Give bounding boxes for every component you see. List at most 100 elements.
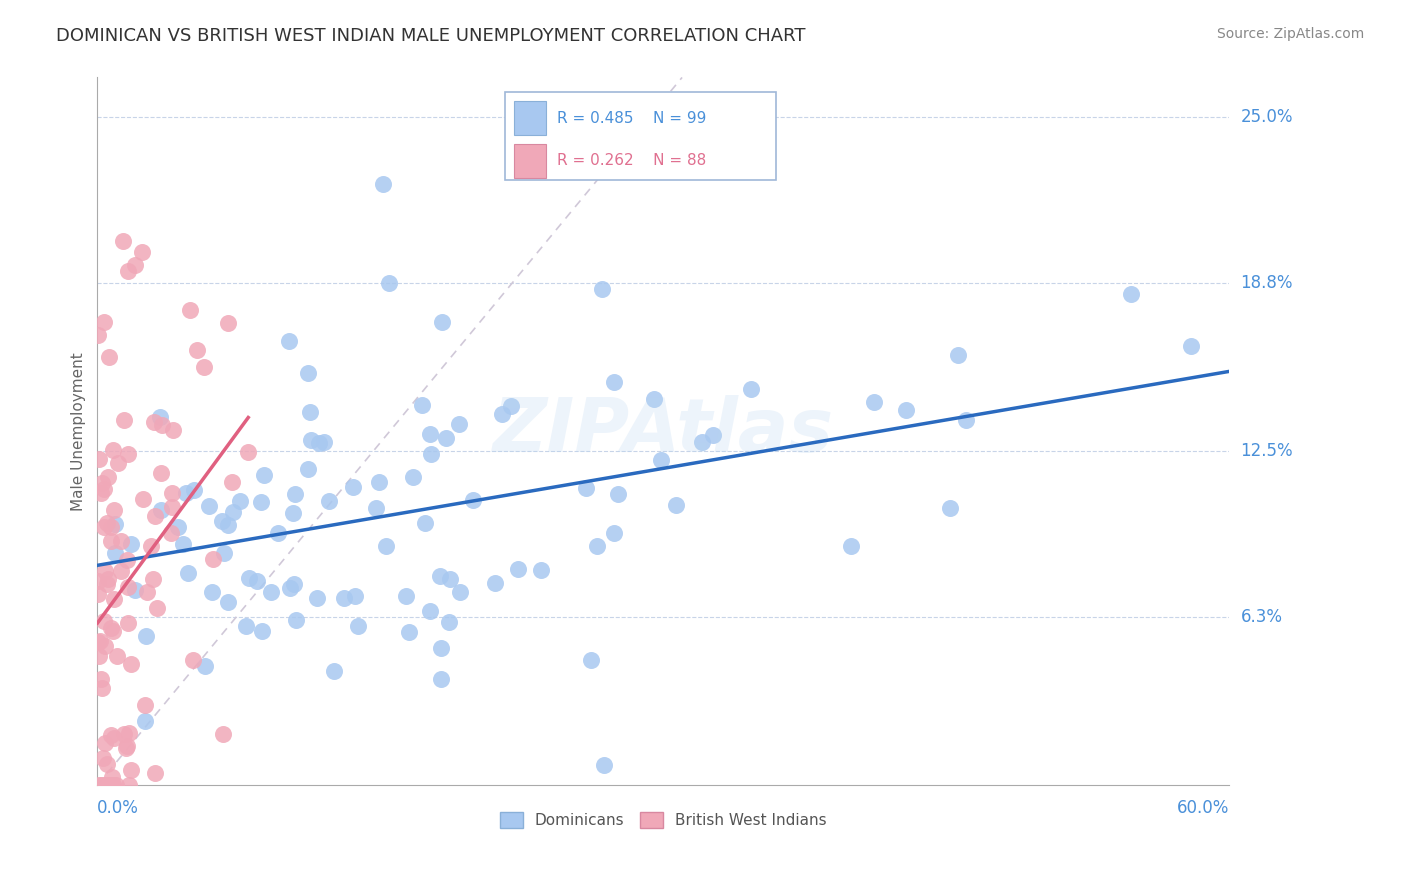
Text: 6.3%: 6.3% bbox=[1240, 607, 1282, 626]
Point bbox=[411, 398, 433, 412]
Point bbox=[343, 590, 366, 604]
Point bbox=[297, 462, 319, 476]
Point bbox=[278, 581, 301, 595]
Point bbox=[418, 604, 440, 618]
Point bbox=[863, 395, 886, 409]
Point bbox=[94, 778, 117, 792]
FancyBboxPatch shape bbox=[513, 144, 546, 178]
Point bbox=[96, 778, 118, 792]
Point bbox=[103, 731, 125, 745]
Point bbox=[141, 539, 163, 553]
Point bbox=[93, 483, 115, 497]
Point bbox=[378, 276, 401, 290]
Point bbox=[115, 739, 138, 753]
Point bbox=[94, 564, 117, 578]
Point bbox=[96, 576, 118, 591]
Point bbox=[117, 580, 139, 594]
Point bbox=[100, 728, 122, 742]
Point bbox=[308, 436, 330, 450]
Point bbox=[447, 417, 470, 432]
Point bbox=[267, 526, 290, 541]
Point bbox=[342, 479, 364, 493]
Point bbox=[278, 334, 301, 348]
FancyBboxPatch shape bbox=[513, 101, 546, 135]
Point bbox=[740, 382, 762, 396]
Point bbox=[347, 619, 370, 633]
Point bbox=[260, 584, 283, 599]
Text: 12.5%: 12.5% bbox=[1240, 442, 1294, 460]
Text: 25.0%: 25.0% bbox=[1240, 109, 1294, 127]
Point bbox=[211, 727, 233, 741]
Point bbox=[413, 516, 436, 531]
Point bbox=[97, 572, 120, 586]
Point bbox=[104, 516, 127, 531]
Point bbox=[432, 315, 454, 329]
Point bbox=[499, 399, 522, 413]
Point bbox=[162, 500, 184, 515]
Point bbox=[217, 595, 239, 609]
Point bbox=[162, 486, 184, 500]
Point bbox=[373, 177, 395, 191]
Point bbox=[97, 778, 120, 792]
Point bbox=[253, 468, 276, 483]
Point bbox=[149, 467, 172, 481]
Point bbox=[506, 561, 529, 575]
Point bbox=[201, 551, 224, 566]
Point bbox=[491, 407, 513, 421]
Point bbox=[162, 423, 184, 437]
Point bbox=[120, 657, 142, 672]
Point bbox=[217, 518, 239, 533]
Point bbox=[214, 546, 236, 560]
Point bbox=[89, 649, 111, 664]
Point bbox=[97, 351, 120, 365]
Point bbox=[434, 432, 457, 446]
Point bbox=[135, 629, 157, 643]
Point bbox=[93, 615, 115, 629]
Point bbox=[132, 492, 155, 507]
Point bbox=[86, 328, 108, 343]
Point bbox=[143, 766, 166, 780]
Point bbox=[398, 624, 420, 639]
Point bbox=[939, 501, 962, 516]
Point bbox=[150, 417, 173, 432]
Point bbox=[955, 413, 977, 427]
Point bbox=[136, 585, 159, 599]
Point bbox=[112, 413, 135, 427]
Point bbox=[586, 539, 609, 553]
Point bbox=[394, 589, 416, 603]
Text: Source: ZipAtlas.com: Source: ZipAtlas.com bbox=[1216, 27, 1364, 41]
Point bbox=[118, 726, 141, 740]
Point bbox=[90, 681, 112, 695]
Point bbox=[297, 367, 319, 381]
Point bbox=[183, 483, 205, 497]
Text: 60.0%: 60.0% bbox=[1177, 799, 1229, 817]
Point bbox=[150, 503, 173, 517]
Point bbox=[101, 770, 124, 784]
Text: R = 0.262    N = 88: R = 0.262 N = 88 bbox=[557, 153, 706, 168]
Point bbox=[117, 263, 139, 277]
Text: DOMINICAN VS BRITISH WEST INDIAN MALE UNEMPLOYMENT CORRELATION CHART: DOMINICAN VS BRITISH WEST INDIAN MALE UN… bbox=[56, 27, 806, 45]
Point bbox=[90, 778, 112, 792]
Point bbox=[143, 509, 166, 524]
Point bbox=[118, 778, 141, 792]
Point bbox=[89, 633, 111, 648]
Point bbox=[124, 258, 146, 272]
Point bbox=[101, 778, 124, 792]
Point bbox=[87, 451, 110, 466]
Point bbox=[603, 526, 626, 541]
Point bbox=[101, 778, 124, 792]
Point bbox=[606, 487, 628, 501]
Point bbox=[298, 405, 321, 419]
Point bbox=[100, 621, 122, 635]
Point bbox=[283, 577, 305, 591]
Point bbox=[690, 435, 713, 450]
Point bbox=[105, 648, 128, 663]
Point bbox=[115, 741, 138, 756]
Point bbox=[229, 494, 252, 508]
Y-axis label: Male Unemployment: Male Unemployment bbox=[72, 351, 86, 510]
Point bbox=[193, 359, 215, 374]
Point bbox=[285, 614, 308, 628]
Point bbox=[461, 493, 484, 508]
Point bbox=[110, 564, 132, 578]
Point bbox=[91, 751, 114, 765]
